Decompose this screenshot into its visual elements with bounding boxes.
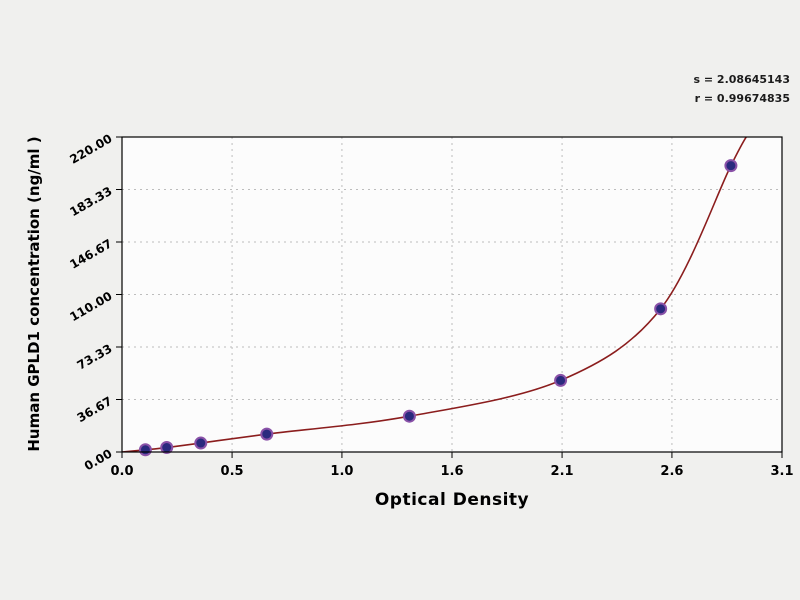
fit-annotation-s: s = 2.08645143	[693, 73, 791, 86]
x-tick-label: 1.0	[330, 464, 353, 479]
data-point	[654, 302, 668, 316]
y-tick-label: 220.00	[67, 131, 114, 166]
data-point	[402, 409, 416, 423]
y-axis-title: Human GPLD1 concentration (ng/ml )	[25, 136, 43, 452]
data-point	[724, 159, 738, 173]
data-point	[138, 443, 152, 457]
y-tick-label: 36.67	[75, 394, 115, 425]
x-tick-label: 3.1	[770, 464, 793, 479]
data-point	[194, 436, 208, 450]
y-tick-label: 183.33	[67, 184, 114, 219]
x-tick-label: 0.0	[110, 464, 133, 479]
x-tick-label: 0.5	[221, 464, 244, 479]
fit-annotation-r: r = 0.99674835	[694, 92, 790, 105]
y-tick-label: 73.33	[75, 341, 115, 372]
data-point	[260, 427, 274, 441]
data-point	[160, 441, 174, 455]
x-tick-label: 2.1	[551, 464, 574, 479]
x-axis-title: Optical Density	[374, 490, 530, 510]
fit-annotations: s = 2.08645143 r = 0.99674835	[694, 70, 791, 108]
y-tick-label: 146.67	[67, 236, 114, 271]
x-tick-label: 1.6	[440, 464, 463, 479]
y-tick-label: 110.00	[67, 289, 114, 324]
x-tick-label: 2.6	[660, 464, 683, 479]
data-point	[554, 373, 568, 387]
